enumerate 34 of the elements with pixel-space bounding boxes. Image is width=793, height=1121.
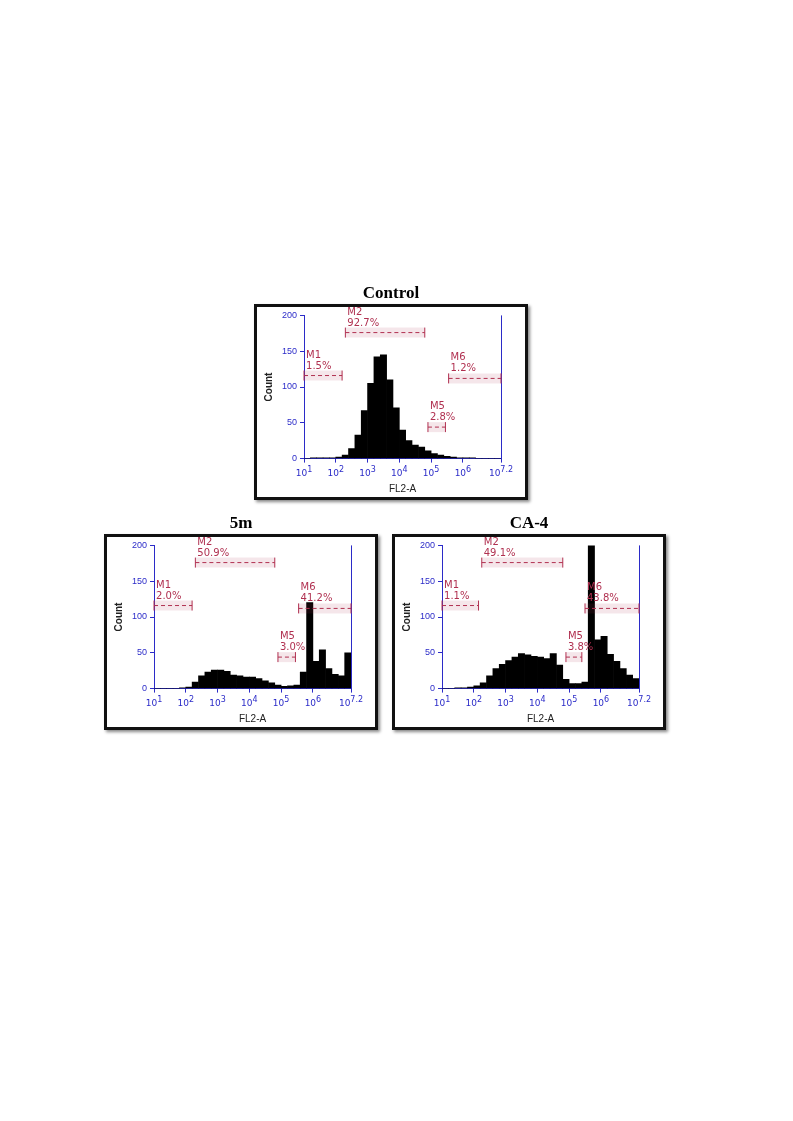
- y-tick-label: 50: [425, 647, 436, 658]
- y-tick-label: 50: [287, 417, 298, 428]
- y-tick-label: 0: [430, 683, 436, 694]
- band-label: M1 1.1%: [444, 578, 470, 601]
- chart-title: Control: [361, 282, 421, 304]
- band-label: M5 2.8%: [429, 400, 456, 423]
- band-label: M5 3.0%: [279, 630, 306, 653]
- y-tick-label: 200: [419, 539, 436, 550]
- y-tick-label: 150: [131, 575, 148, 586]
- band-label: M1 1.5%: [306, 348, 332, 371]
- y-tick-label: 100: [419, 611, 436, 622]
- band-label: M2 49.1%: [483, 535, 516, 558]
- band-label: M6 41.2%: [300, 581, 333, 604]
- y-tick-label: 0: [292, 453, 298, 464]
- y-tick-label: 200: [281, 309, 298, 320]
- y-axis-title: Count: [262, 371, 274, 402]
- x-axis-title: FL2-A: [388, 482, 417, 494]
- band-label: M1 2.0%: [156, 578, 182, 601]
- y-tick-label: 100: [281, 381, 298, 392]
- y-axis-title: Count: [400, 601, 412, 632]
- chart-title: 5m: [228, 512, 254, 534]
- band-label: M2 50.9%: [197, 535, 230, 558]
- y-tick-label: 150: [281, 345, 298, 356]
- y-tick-label: 100: [131, 611, 148, 622]
- y-tick-label: 200: [131, 539, 148, 550]
- x-axis-title: FL2-A: [526, 712, 555, 724]
- band-label: M6 1.2%: [450, 351, 477, 374]
- y-axis-title: Count: [112, 601, 124, 632]
- y-tick-label: 0: [142, 683, 148, 694]
- band-label: M2 92.7%: [347, 305, 380, 328]
- chart-title: CA-4: [508, 512, 550, 534]
- y-tick-label: 150: [419, 575, 436, 586]
- y-tick-label: 50: [137, 647, 148, 658]
- x-axis-title: FL2-A: [238, 712, 267, 724]
